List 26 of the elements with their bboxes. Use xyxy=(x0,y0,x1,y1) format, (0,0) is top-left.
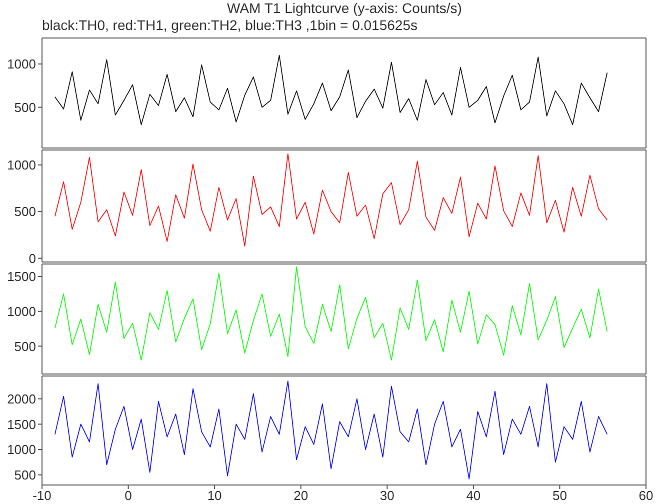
x-tick-label: 30 xyxy=(380,488,394,504)
y-tick-label: 1500 xyxy=(7,416,36,432)
line-series xyxy=(54,266,608,360)
line-series xyxy=(54,54,608,126)
chart-title: WAM T1 Lightcurve (y-axis: Counts/s) xyxy=(226,0,463,16)
y-tick-label: 500 xyxy=(14,204,36,220)
x-tick-label: 0 xyxy=(124,488,132,504)
x-tick-label: 20 xyxy=(294,488,308,504)
y-tick-label: 500 xyxy=(14,338,36,354)
chart-subtitle: black:TH0, red:TH1, green:TH2, blue:TH3 ,1bin = 0.015625s xyxy=(42,17,418,33)
line-series xyxy=(54,153,608,247)
y-tick-label: 1500 xyxy=(7,269,36,284)
y-tick-label: 1000 xyxy=(7,442,36,458)
x-tick-label: 40 xyxy=(466,488,481,504)
y-tick-label: 2000 xyxy=(7,391,36,406)
y-tick-label: 1000 xyxy=(7,56,36,72)
line-series xyxy=(54,380,608,480)
x-tick-label: 50 xyxy=(552,488,567,504)
x-tick-label: -10 xyxy=(32,488,52,504)
x-tick-label: 10 xyxy=(207,488,222,504)
y-tick-label: 500 xyxy=(14,467,36,482)
y-tick-label: 1000 xyxy=(7,304,36,319)
x-tick-label: 60 xyxy=(638,488,654,504)
y-tick-label: 1000 xyxy=(7,158,36,173)
y-tick-label: 0 xyxy=(28,250,36,266)
y-tick-label: 500 xyxy=(14,100,36,115)
